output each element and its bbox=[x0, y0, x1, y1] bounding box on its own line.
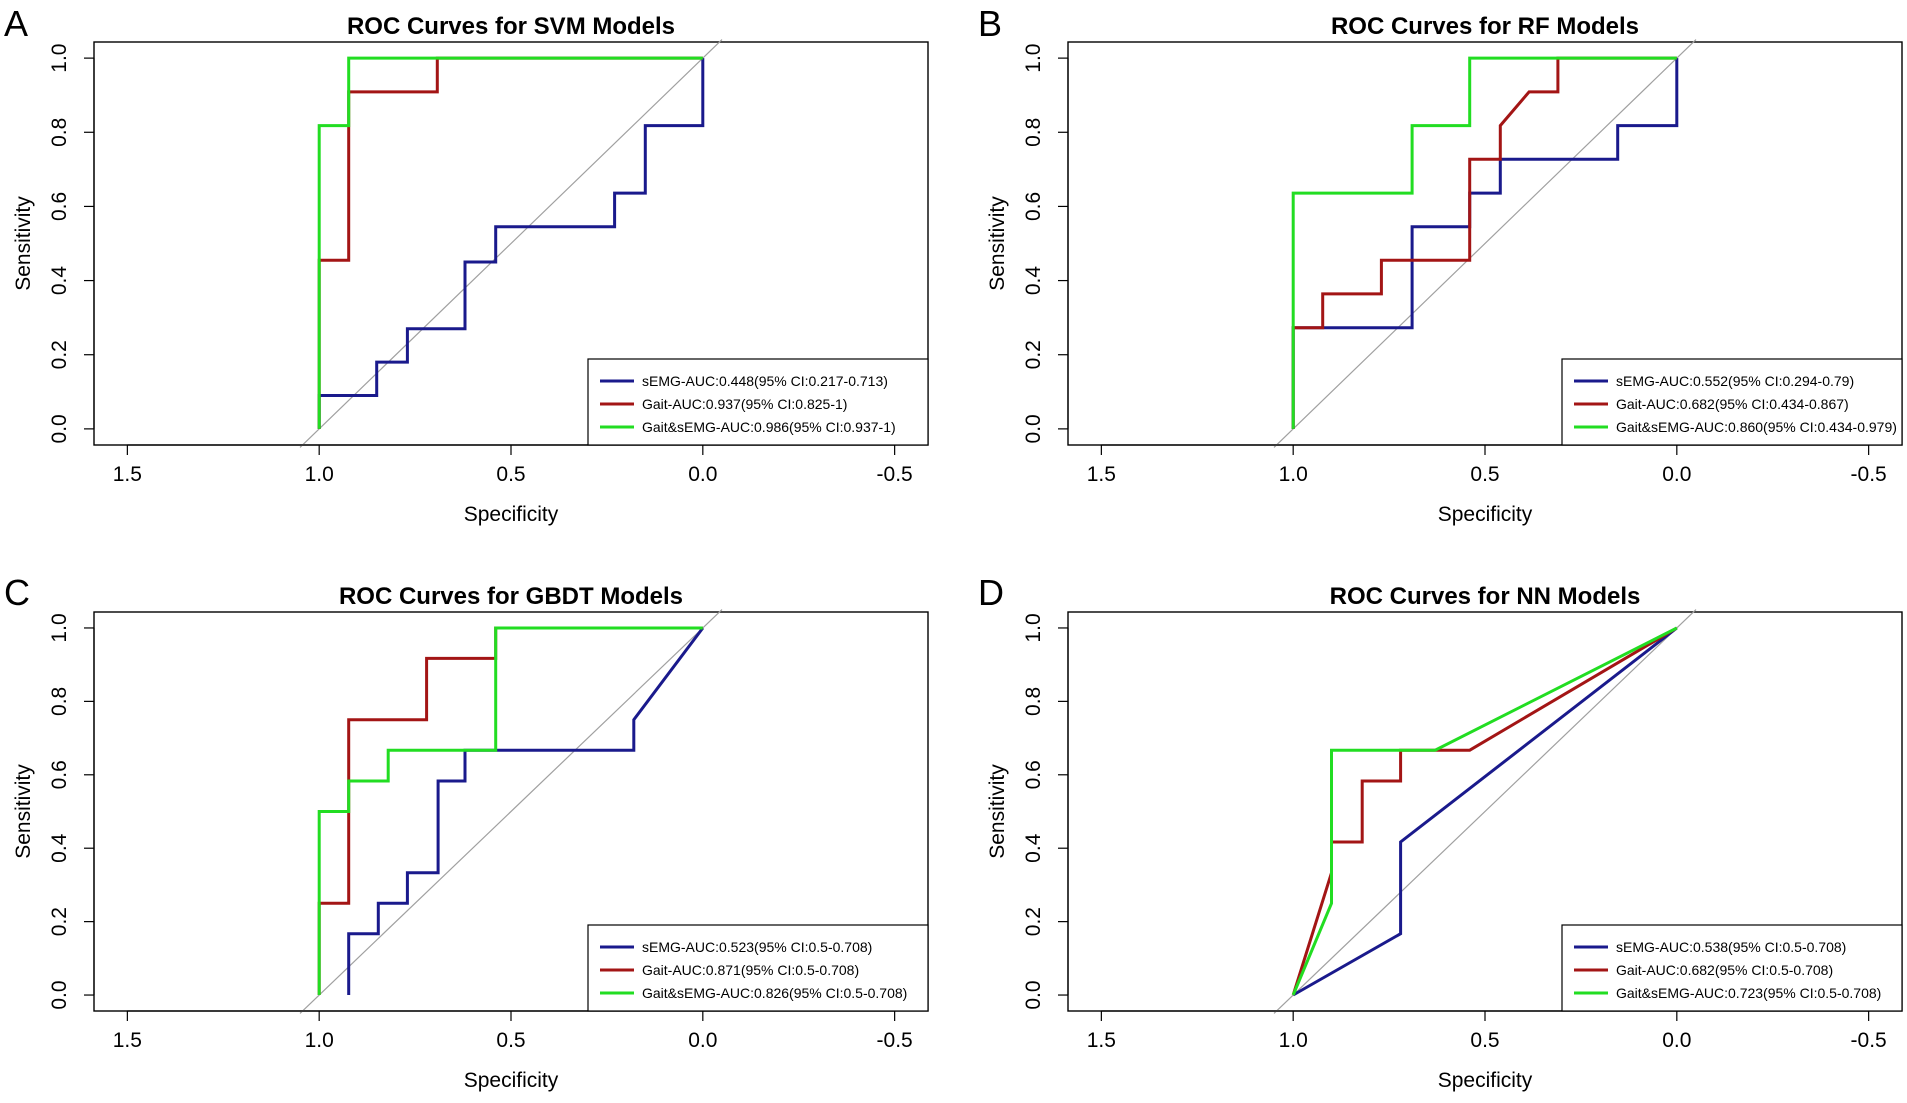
legend: sEMG-AUC:0.523(95% CI:0.5-0.708) Gait-AUC… bbox=[587, 924, 929, 1012]
x-tick-label: -0.5 bbox=[1851, 1029, 1887, 1052]
x-tick-label: 0.0 bbox=[688, 463, 717, 486]
y-tick-label: 0.0 bbox=[48, 414, 71, 443]
y-tick-label: 1.0 bbox=[1022, 44, 1045, 73]
x-tick-label: 1.5 bbox=[1087, 1029, 1116, 1052]
legend-box bbox=[587, 358, 929, 446]
legend-box bbox=[587, 924, 929, 1012]
y-tick-label: 0.4 bbox=[1022, 266, 1045, 296]
y-axis-label: Sensitivity bbox=[986, 764, 1009, 859]
x-tick-label: -0.5 bbox=[877, 463, 913, 486]
y-tick-label: 1.0 bbox=[1022, 613, 1045, 642]
y-tick-label: 0.6 bbox=[48, 760, 71, 789]
roc-curve-semg bbox=[1291, 58, 1679, 429]
x-tick-label: -0.5 bbox=[1851, 463, 1887, 486]
legend-entry: Gait-AUC:0.871(95% CI:0.5-0.708) bbox=[642, 962, 859, 978]
x-axis-label: Specificity bbox=[1438, 503, 1533, 526]
y-axis-label: Sensitivity bbox=[12, 764, 35, 859]
panel-letter: C bbox=[4, 572, 30, 613]
y-tick-label: 0.0 bbox=[1022, 414, 1045, 443]
legend-entry: Gait-AUC:0.937(95% CI:0.825-1) bbox=[642, 396, 847, 412]
legend-entry: sEMG-AUC:0.523(95% CI:0.5-0.708) bbox=[642, 939, 872, 955]
legend-entry: Gait-AUC:0.682(95% CI:0.5-0.708) bbox=[1616, 962, 1833, 978]
y-tick-label: 1.0 bbox=[48, 44, 71, 73]
legend-box bbox=[1561, 924, 1903, 1012]
x-tick-label: 0.5 bbox=[496, 1029, 525, 1052]
legend: sEMG-AUC:0.552(95% CI:0.294-0.79) Gait-AU… bbox=[1561, 358, 1903, 446]
legend-entry: Gait&sEMG-AUC:0.723(95% CI:0.5-0.708) bbox=[1616, 985, 1881, 1001]
y-tick-label: 0.6 bbox=[1022, 760, 1045, 789]
y-tick-label: 0.8 bbox=[48, 687, 71, 716]
y-tick-label: 0.4 bbox=[1022, 833, 1045, 863]
x-tick-label: 1.5 bbox=[113, 1029, 142, 1052]
legend-entry: sEMG-AUC:0.552(95% CI:0.294-0.79) bbox=[1616, 373, 1854, 389]
x-tick-label: 0.5 bbox=[1470, 1029, 1499, 1052]
panel-letter: A bbox=[4, 3, 28, 44]
legend-entry: Gait-AUC:0.682(95% CI:0.434-0.867) bbox=[1616, 396, 1849, 412]
y-tick-label: 0.2 bbox=[48, 340, 71, 369]
y-tick-label: 1.0 bbox=[48, 613, 71, 642]
roc-curve-gait-semg bbox=[1291, 626, 1678, 996]
panel-letter: D bbox=[978, 572, 1004, 613]
roc-curve-semg bbox=[1292, 626, 1678, 997]
y-tick-label: 0.6 bbox=[1022, 192, 1045, 221]
x-axis-label: Specificity bbox=[464, 1069, 559, 1092]
y-axis-label: Sensitivity bbox=[986, 196, 1009, 291]
legend: sEMG-AUC:0.448(95% CI:0.217-0.713) Gait-A… bbox=[587, 358, 929, 446]
roc-curve-gait-semg bbox=[317, 626, 703, 995]
diagonal-reference-line bbox=[1273, 39, 1697, 448]
x-tick-label: -0.5 bbox=[877, 1029, 913, 1052]
y-tick-label: 0.2 bbox=[1022, 907, 1045, 936]
roc-panel-c: C ROC Curves for GBDT Models 0.0 0.2 0.4 0.6 0… bbox=[4, 572, 929, 1092]
roc-curve-semg bbox=[347, 627, 704, 995]
legend-entry: Gait&sEMG-AUC:0.860(95% CI:0.434-0.979) bbox=[1616, 419, 1897, 435]
y-tick-label: 0.2 bbox=[48, 907, 71, 936]
chart-title: ROC Curves for NN Models bbox=[1330, 583, 1641, 610]
y-tick-label: 0.4 bbox=[48, 833, 71, 863]
chart-title: ROC Curves for RF Models bbox=[1331, 13, 1639, 40]
legend-entry: sEMG-AUC:0.448(95% CI:0.217-0.713) bbox=[642, 373, 888, 389]
x-tick-label: 1.5 bbox=[1087, 463, 1116, 486]
legend-entry: Gait&sEMG-AUC:0.986(95% CI:0.937-1) bbox=[642, 419, 896, 435]
y-tick-label: 0.8 bbox=[1022, 687, 1045, 716]
x-tick-label: 0.0 bbox=[688, 1029, 717, 1052]
x-tick-label: 0.0 bbox=[1662, 463, 1691, 486]
x-axis-label: Specificity bbox=[1438, 1069, 1533, 1092]
roc-panel-b: B ROC Curves for RF Models 0.0 0.2 0.4 0.6 0.8… bbox=[978, 3, 1903, 526]
diagonal-reference-line bbox=[1273, 609, 1697, 1014]
panel-letter: B bbox=[978, 3, 1002, 44]
y-tick-label: 0.2 bbox=[1022, 340, 1045, 369]
roc-panel-a: A ROC Curves for SVM Models 0.0 0.2 0.4 0.6 0.… bbox=[4, 3, 929, 526]
y-tick-label: 0.8 bbox=[48, 118, 71, 147]
diagonal-reference-line bbox=[299, 609, 723, 1014]
chart-title: ROC Curves for SVM Models bbox=[347, 13, 675, 40]
x-tick-label: 1.0 bbox=[305, 463, 334, 486]
y-tick-label: 0.4 bbox=[48, 266, 71, 296]
legend-entry: Gait&sEMG-AUC:0.826(95% CI:0.5-0.708) bbox=[642, 985, 907, 1001]
x-tick-label: 0.5 bbox=[1470, 463, 1499, 486]
y-tick-label: 0.6 bbox=[48, 192, 71, 221]
legend-entry: sEMG-AUC:0.538(95% CI:0.5-0.708) bbox=[1616, 939, 1846, 955]
y-tick-label: 0.0 bbox=[48, 980, 71, 1009]
roc-curve-gait bbox=[1291, 56, 1677, 429]
roc-panel-d: D ROC Curves for NN Models 0.0 0.2 0.4 0.6 0.8… bbox=[978, 572, 1903, 1092]
roc-curve-gait-semg bbox=[317, 56, 703, 429]
x-tick-label: 1.0 bbox=[305, 1029, 334, 1052]
diagonal-reference-line bbox=[299, 39, 723, 448]
chart-title: ROC Curves for GBDT Models bbox=[339, 583, 683, 610]
y-tick-label: 0.8 bbox=[1022, 118, 1045, 147]
x-tick-label: 1.0 bbox=[1279, 463, 1308, 486]
legend: sEMG-AUC:0.538(95% CI:0.5-0.708) Gait-AUC… bbox=[1561, 924, 1903, 1012]
x-tick-label: 0.5 bbox=[496, 463, 525, 486]
x-tick-label: 1.0 bbox=[1279, 1029, 1308, 1052]
y-tick-label: 0.0 bbox=[1022, 980, 1045, 1009]
y-axis-label: Sensitivity bbox=[12, 196, 35, 291]
x-tick-label: 0.0 bbox=[1662, 1029, 1691, 1052]
roc-curve-gait-semg bbox=[1291, 56, 1677, 429]
roc-curve-semg bbox=[317, 58, 705, 429]
legend-box bbox=[1561, 358, 1903, 446]
x-tick-label: 1.5 bbox=[113, 463, 142, 486]
x-axis-label: Specificity bbox=[464, 503, 559, 526]
